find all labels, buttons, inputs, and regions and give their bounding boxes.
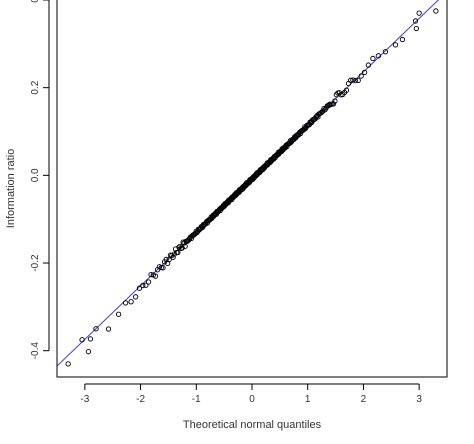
data-point (145, 279, 152, 285)
data-point (350, 77, 356, 83)
data-point (358, 73, 364, 79)
tail-point (399, 36, 406, 43)
y-axis-title: Information ratio (5, 149, 17, 228)
data-point (85, 349, 92, 355)
data-point (382, 49, 389, 55)
y-tick-label: -0.2 (30, 254, 41, 272)
data-point (175, 249, 181, 256)
data-point (152, 273, 159, 279)
tail-point (79, 337, 85, 343)
data-point (412, 18, 419, 24)
data-point (132, 294, 139, 300)
data-point (166, 256, 172, 263)
data-point (355, 77, 361, 84)
data-point (361, 69, 368, 76)
x-axis: -3 -2 -1 0 1 2 3 (80, 383, 422, 405)
tail-point (413, 25, 420, 32)
data-point (365, 62, 372, 68)
x-tick-label: 0 (249, 394, 255, 405)
y-tick-label: -0.4 (30, 342, 41, 360)
data-points (65, 8, 439, 367)
x-tick-label: -3 (80, 394, 89, 405)
tail-point (87, 336, 94, 342)
x-tick-label: -2 (136, 394, 145, 405)
x-axis-title: Theoretical normal quantiles (183, 419, 322, 431)
data-point (122, 300, 129, 306)
data-point (330, 101, 337, 107)
y-tick-label: 0.2 (30, 80, 41, 94)
data-point (105, 326, 112, 332)
tail-point (65, 361, 71, 367)
data-point (143, 282, 149, 288)
data-point (370, 55, 376, 62)
tail-point (93, 326, 99, 332)
x-tick-label: 2 (361, 394, 367, 405)
x-tick-label: 3 (416, 394, 422, 405)
y-tick-label: 0.0 (30, 168, 41, 182)
data-point (128, 299, 134, 305)
data-point (321, 105, 327, 112)
data-point (136, 285, 143, 291)
data-point (158, 265, 164, 271)
data-point (352, 77, 359, 84)
data-point (182, 243, 188, 249)
x-tick-label: -1 (192, 394, 201, 405)
x-tick-label: 1 (305, 394, 311, 405)
data-point (160, 265, 166, 271)
data-point (148, 271, 154, 278)
data-point (140, 282, 146, 289)
data-point (313, 114, 319, 120)
y-tick-label: 0 (30, 0, 41, 3)
tail-point (416, 10, 422, 16)
data-point (115, 311, 122, 317)
y-axis: -0.4 -0.2 0.0 0.2 0 (30, 0, 50, 360)
data-point (332, 98, 338, 104)
plot-frame (56, 0, 448, 378)
data-point (375, 53, 382, 59)
data-point (392, 42, 399, 48)
tail-point (433, 8, 439, 14)
data-point (343, 87, 350, 93)
plot-area (57, 0, 440, 367)
data-point (170, 254, 176, 260)
